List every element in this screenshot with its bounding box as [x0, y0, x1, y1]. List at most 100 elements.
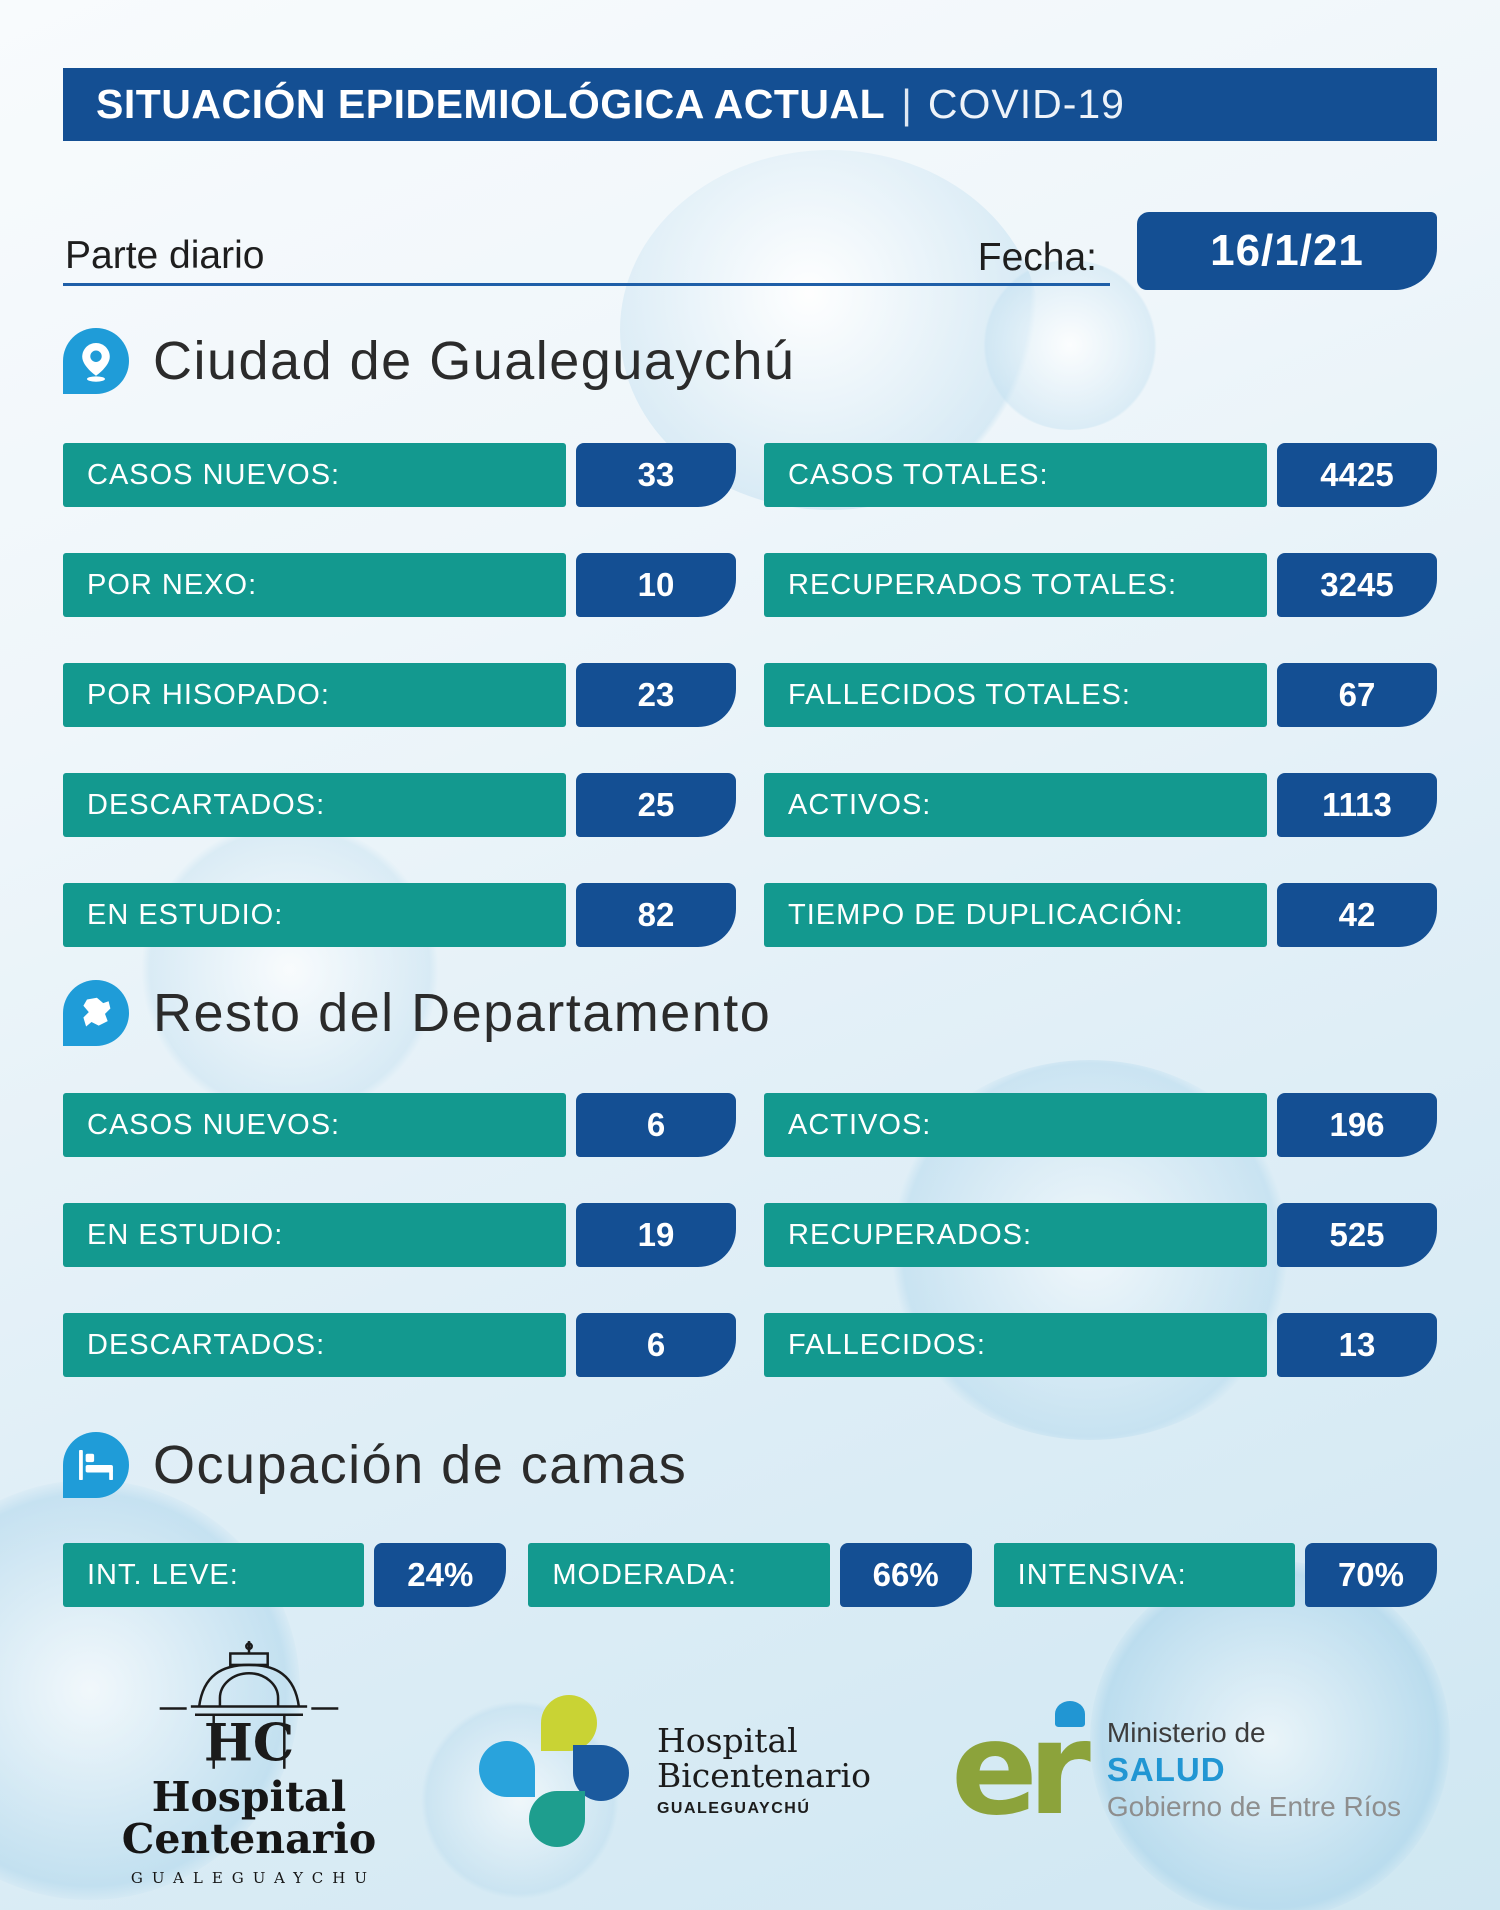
date-value-badge: 16/1/21 [1137, 212, 1437, 290]
stat-value: 4425 [1277, 443, 1437, 507]
stat-label: DESCARTADOS: [63, 1313, 566, 1377]
report-type-label: Parte diario [65, 234, 265, 277]
er-blue-dot [1054, 1701, 1085, 1727]
stat-value: 82 [576, 883, 736, 947]
page-subtitle: COVID-19 [927, 81, 1125, 127]
location-pin-icon [63, 328, 129, 394]
report-meta-row: Parte diario Fecha: 16/1/21 [63, 200, 1437, 292]
stat-pair: INT. LEVE: 24% [63, 1543, 507, 1607]
stat-row: CASOS NUEVOS: 33 CASOS TOTALES: 4425 [63, 443, 1437, 507]
stat-value: 25 [576, 773, 736, 837]
stat-label: ACTIVOS: [764, 773, 1267, 837]
section-title: Resto del Departamento [153, 983, 772, 1043]
stat-pair: CASOS TOTALES: 4425 [764, 443, 1437, 507]
stat-pair: MODERADA: 66% [528, 1543, 972, 1607]
entre-rios-wordmark-icon: er [951, 1695, 1091, 1845]
page-title: SITUACIÓN EPIDEMIOLÓGICA ACTUAL [96, 81, 886, 127]
stat-row: POR NEXO: 10 RECUPERADOS TOTALES: 3245 [63, 553, 1437, 617]
stat-value: 42 [1277, 883, 1437, 947]
ministry-line: Ministerio de [1106, 1717, 1266, 1748]
stat-row: CASOS NUEVOS: 6 ACTIVOS: 196 [63, 1093, 1437, 1157]
government-line: Gobierno de Entre Ríos [1106, 1791, 1402, 1822]
stat-value: 6 [576, 1313, 736, 1377]
stat-pair: CASOS NUEVOS: 33 [63, 443, 736, 507]
stat-pair: RECUPERADOS TOTALES: 3245 [764, 553, 1437, 617]
petal-yellow [540, 1695, 597, 1751]
petal-cross-icon [478, 1695, 631, 1847]
stat-value: 196 [1277, 1093, 1437, 1157]
petal-teal [528, 1791, 585, 1847]
stat-row: DESCARTADOS: 25 ACTIVOS: 1113 [63, 773, 1437, 837]
stat-label: ACTIVOS: [764, 1093, 1267, 1157]
stat-label: EN ESTUDIO: [63, 883, 566, 947]
stat-pair: ACTIVOS: 1113 [764, 773, 1437, 837]
stat-value: 1113 [1277, 773, 1437, 837]
stat-pair: TIEMPO DE DUPLICACIÓN: 42 [764, 883, 1437, 947]
stat-pair: CASOS NUEVOS: 6 [63, 1093, 736, 1157]
stat-value: 525 [1277, 1203, 1437, 1267]
stat-label: CASOS TOTALES: [764, 443, 1267, 507]
stat-label: DESCARTADOS: [63, 773, 566, 837]
stat-label: EN ESTUDIO: [63, 1203, 566, 1267]
stat-label: POR NEXO: [63, 553, 566, 617]
stat-pair: RECUPERADOS: 525 [764, 1203, 1437, 1267]
hospital-city: GUALEGUAYCHU [130, 1869, 377, 1888]
hospital-bicentenario-logo: Hospital Bicentenario GUALEGUAYCHÚ [478, 1695, 871, 1847]
stat-pair: POR NEXO: 10 [63, 553, 736, 617]
hospital-city: GUALEGUAYCHÚ [656, 1799, 811, 1817]
stat-pair: POR HISOPADO: 23 [63, 663, 736, 727]
stat-pair: EN ESTUDIO: 82 [63, 883, 736, 947]
petal-lightblue [478, 1741, 535, 1797]
stat-value: 67 [1277, 663, 1437, 727]
stat-pair: DESCARTADOS: 6 [63, 1313, 736, 1377]
stat-label: MODERADA: [528, 1543, 830, 1607]
stat-label: FALLECIDOS TOTALES: [764, 663, 1267, 727]
header-bar: SITUACIÓN EPIDEMIOLÓGICA ACTUAL | COVID-… [63, 68, 1437, 141]
stat-pair: DESCARTADOS: 25 [63, 773, 736, 837]
stat-row: POR HISOPADO: 23 FALLECIDOS TOTALES: 67 [63, 663, 1437, 727]
stat-pair: FALLECIDOS TOTALES: 67 [764, 663, 1437, 727]
camas-stats: INT. LEVE: 24% MODERADA: 66% INTENSIVA: … [63, 1543, 1437, 1607]
stat-label: RECUPERADOS: [764, 1203, 1267, 1267]
stat-pair: ACTIVOS: 196 [764, 1093, 1437, 1157]
hospital-name-line: Hospital [151, 1773, 347, 1821]
stat-value: 10 [576, 553, 736, 617]
stat-label: INT. LEVE: [63, 1543, 365, 1607]
svg-text:HC: HC [204, 1712, 294, 1773]
stat-value: 23 [576, 663, 736, 727]
section-camas-header: Ocupación de camas [63, 1432, 687, 1498]
section-title: Ocupación de camas [153, 1435, 688, 1495]
stat-value: 24% [374, 1543, 507, 1607]
stat-label: RECUPERADOS TOTALES: [764, 553, 1267, 617]
ministerio-salud-logo: er Ministerio de SALUD Gobierno de Entre… [951, 1695, 1401, 1845]
stat-value: 13 [1277, 1313, 1437, 1377]
stat-label: CASOS NUEVOS: [63, 443, 566, 507]
section-ciudad-header: Ciudad de Gualeguaychú [63, 328, 795, 394]
stat-label: CASOS NUEVOS: [63, 1093, 566, 1157]
stat-value: 66% [839, 1543, 972, 1607]
stat-value: 70% [1304, 1543, 1437, 1607]
stat-label: POR HISOPADO: [63, 663, 566, 727]
map-region-icon [63, 980, 129, 1046]
hospital-name-line: Centenario [121, 1815, 377, 1864]
stat-value: 33 [576, 443, 736, 507]
date-label: Fecha: [977, 236, 1097, 279]
divider-line [63, 283, 1110, 286]
stat-row: EN ESTUDIO: 82 TIEMPO DE DUPLICACIÓN: 42 [63, 883, 1437, 947]
stat-value: 3245 [1277, 553, 1437, 617]
stat-row: DESCARTADOS: 6 FALLECIDOS: 13 [63, 1313, 1437, 1377]
title-separator: | [901, 81, 912, 127]
stat-pair: FALLECIDOS: 13 [764, 1313, 1437, 1377]
ministry-name: SALUD [1106, 1751, 1226, 1788]
stat-pair: EN ESTUDIO: 19 [63, 1203, 736, 1267]
section-title: Ciudad de Gualeguaychú [153, 331, 796, 391]
stat-row: EN ESTUDIO: 19 RECUPERADOS: 525 [63, 1203, 1437, 1267]
ciudad-stats: CASOS NUEVOS: 33 CASOS TOTALES: 4425 POR… [63, 443, 1437, 947]
section-resto-header: Resto del Departamento [63, 980, 771, 1046]
bed-icon [63, 1432, 129, 1498]
hospital-centenario-logo: HC Hospital Centenario GUALEGUAYCHU [99, 1640, 399, 1887]
hospital-name-line: Bicentenario [656, 1756, 871, 1795]
stat-value: 6 [576, 1093, 736, 1157]
stat-label: TIEMPO DE DUPLICACIÓN: [764, 883, 1267, 947]
